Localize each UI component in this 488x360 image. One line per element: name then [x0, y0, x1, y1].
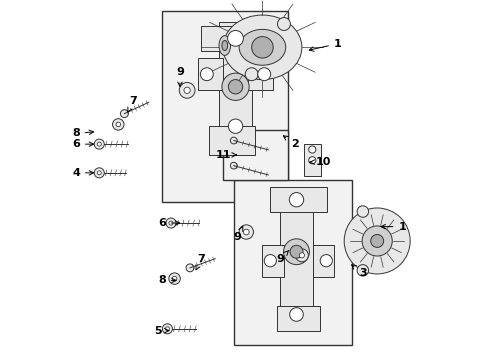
- Circle shape: [228, 119, 242, 134]
- Circle shape: [169, 221, 173, 225]
- Text: 6: 6: [158, 218, 179, 228]
- Circle shape: [289, 193, 303, 207]
- Bar: [262, 244, 284, 277]
- Text: 10: 10: [309, 157, 330, 167]
- Circle shape: [356, 206, 368, 217]
- Circle shape: [172, 276, 177, 281]
- Circle shape: [289, 245, 303, 258]
- Ellipse shape: [219, 36, 230, 55]
- Circle shape: [222, 73, 249, 100]
- Circle shape: [94, 139, 104, 149]
- Text: 9: 9: [276, 250, 288, 264]
- Text: 9: 9: [233, 226, 242, 242]
- Text: 8: 8: [158, 275, 176, 285]
- Text: 5: 5: [154, 325, 168, 336]
- Text: 9: 9: [176, 67, 183, 86]
- Circle shape: [94, 168, 104, 178]
- Text: 11: 11: [215, 150, 236, 160]
- Circle shape: [228, 80, 242, 94]
- Text: 1: 1: [380, 222, 406, 231]
- Circle shape: [227, 31, 243, 46]
- Circle shape: [243, 229, 249, 235]
- Circle shape: [320, 255, 332, 267]
- Bar: [269, 187, 326, 212]
- Bar: [276, 306, 319, 330]
- Circle shape: [162, 324, 172, 334]
- Text: 7: 7: [127, 96, 137, 112]
- Bar: [303, 144, 320, 176]
- Bar: [219, 22, 251, 137]
- Circle shape: [362, 226, 391, 256]
- Bar: [280, 202, 312, 316]
- Circle shape: [97, 171, 101, 175]
- Circle shape: [299, 253, 304, 258]
- Circle shape: [120, 110, 128, 118]
- Bar: [223, 130, 287, 180]
- Circle shape: [185, 264, 194, 272]
- Circle shape: [244, 68, 258, 81]
- Bar: [208, 126, 255, 155]
- Circle shape: [168, 273, 180, 284]
- Circle shape: [356, 265, 368, 276]
- Circle shape: [295, 249, 308, 262]
- Circle shape: [200, 68, 213, 81]
- Circle shape: [230, 137, 237, 144]
- Ellipse shape: [222, 41, 227, 50]
- Circle shape: [308, 146, 315, 153]
- Circle shape: [239, 225, 253, 239]
- Circle shape: [308, 157, 315, 164]
- Circle shape: [257, 68, 270, 81]
- Text: 7: 7: [196, 254, 205, 270]
- Text: 3: 3: [351, 265, 366, 278]
- Circle shape: [251, 37, 273, 58]
- Circle shape: [289, 308, 303, 321]
- Circle shape: [370, 234, 383, 247]
- Bar: [201, 26, 265, 51]
- Circle shape: [283, 239, 309, 265]
- Ellipse shape: [223, 15, 301, 80]
- Circle shape: [112, 119, 124, 130]
- Text: 8: 8: [72, 129, 93, 138]
- Bar: [312, 244, 333, 277]
- Circle shape: [230, 162, 237, 169]
- Text: 2: 2: [283, 136, 298, 149]
- Bar: [198, 58, 223, 90]
- Bar: [162, 12, 287, 202]
- Circle shape: [183, 87, 190, 94]
- Circle shape: [116, 122, 121, 127]
- Circle shape: [165, 327, 169, 331]
- Bar: [233, 180, 351, 345]
- Circle shape: [277, 18, 290, 31]
- Text: 6: 6: [72, 139, 93, 149]
- Circle shape: [344, 208, 409, 274]
- Circle shape: [97, 142, 101, 146]
- Ellipse shape: [239, 30, 285, 65]
- Circle shape: [179, 82, 195, 98]
- Text: 4: 4: [72, 168, 93, 178]
- Text: 1: 1: [308, 39, 341, 51]
- Circle shape: [264, 255, 276, 267]
- Circle shape: [165, 218, 176, 228]
- Bar: [247, 58, 273, 90]
